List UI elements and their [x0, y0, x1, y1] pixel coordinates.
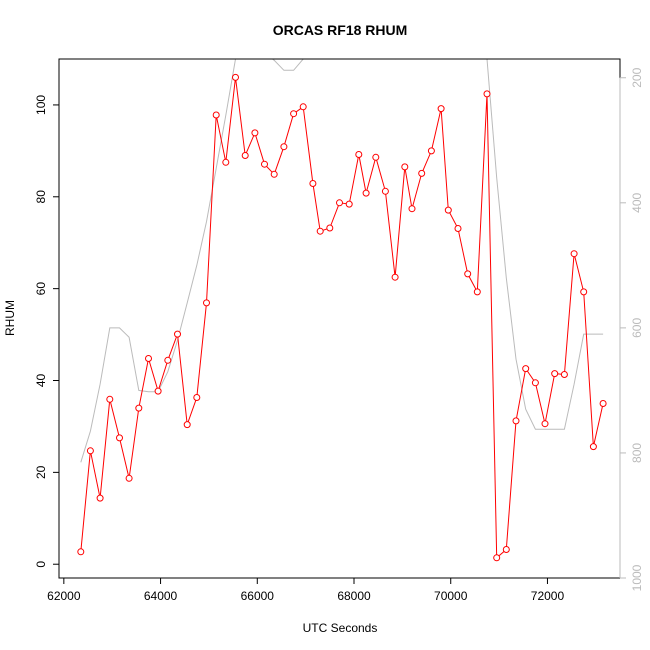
right-axis-series [80, 59, 604, 463]
rhum-point [174, 330, 181, 338]
y-axis: 0 20 40 60 80 100 [34, 95, 60, 568]
rhum-point [261, 160, 268, 168]
y-tick-label: 80 [34, 190, 48, 204]
rhum-point [86, 447, 94, 455]
rhum-point [418, 169, 426, 177]
x-axis-label: UTC Seconds [303, 621, 378, 635]
y-tick-label: 100 [34, 95, 48, 115]
y-tick-label: 60 [34, 282, 48, 296]
rhum-series [77, 73, 607, 562]
rhum-point [164, 356, 172, 364]
rhum-point [212, 111, 220, 119]
right-tick-label: 400 [630, 192, 644, 212]
rhum-point [125, 474, 133, 482]
rhum-point [444, 206, 452, 214]
rhum-point [427, 147, 435, 155]
rhum-point [599, 400, 607, 407]
chart-title: ORCAS RF18 RHUM [273, 22, 408, 38]
rhum-point [299, 103, 307, 111]
rhum-point [522, 365, 530, 373]
rhum-point [355, 151, 363, 158]
rhum-point [77, 548, 85, 556]
rhum-point [96, 494, 104, 502]
rhum-point [493, 554, 501, 562]
rhum-point [391, 273, 399, 281]
rhum-point [241, 152, 249, 159]
x-tick-label: 62000 [47, 589, 81, 603]
rhum-point [222, 158, 230, 166]
y-tick-label: 0 [34, 561, 48, 568]
rhum-point [362, 189, 370, 197]
rhum-point [464, 270, 472, 278]
y-tick-label: 40 [34, 374, 48, 388]
rhum-point [454, 225, 462, 232]
rhum-point [135, 404, 143, 412]
rhum-point [408, 205, 416, 213]
x-axis: 62000 64000 66000 68000 70000 72000 [47, 577, 565, 603]
x-tick-label: 66000 [241, 589, 275, 603]
rhum-point [336, 199, 343, 207]
rhum-point [145, 355, 152, 362]
rhum-point [381, 187, 389, 195]
rhum-point [203, 299, 210, 307]
right-tick-label: 800 [630, 443, 644, 463]
rhum-point [560, 371, 568, 378]
right-axis-series-line [80, 59, 604, 463]
x-tick-label: 68000 [337, 589, 371, 603]
rhum-point [232, 73, 239, 81]
rhum-point [251, 129, 259, 137]
rhum-point [316, 227, 324, 235]
rhum-point [551, 370, 559, 378]
rhum-point [483, 90, 491, 98]
y-tick-label: 20 [34, 465, 48, 479]
rhum-point [183, 421, 191, 429]
rhum-point [116, 434, 123, 442]
x-tick-label: 70000 [434, 589, 468, 603]
rhum-point [193, 394, 201, 401]
rhum-point [280, 143, 288, 151]
rhum-point [531, 379, 539, 387]
rhum-point [270, 170, 278, 178]
rhum-point [580, 288, 588, 296]
plot-frame [58, 58, 621, 579]
rhum-point [372, 153, 380, 161]
rhum-point [106, 395, 114, 403]
rhum-point [345, 200, 353, 208]
rhum-point [502, 546, 510, 553]
rhum-point [541, 420, 549, 428]
rhum-point [154, 387, 162, 395]
rhum-point [401, 163, 409, 171]
rhum-series-line [80, 77, 604, 559]
rhum-point [512, 417, 520, 425]
x-tick-label: 64000 [144, 589, 178, 603]
right-tick-label: 1000 [630, 564, 644, 591]
right-axis: 200 400 600 800 1000 [619, 67, 644, 591]
right-tick-label: 200 [630, 67, 644, 87]
rhum-point [589, 443, 597, 451]
rhum-point [570, 250, 578, 258]
x-tick-label: 72000 [531, 589, 565, 603]
rhum-point [473, 288, 481, 296]
rhum-point [437, 105, 445, 113]
rhum-point [326, 224, 334, 232]
rhum-point [290, 110, 298, 118]
rhum-point [309, 180, 317, 187]
right-tick-label: 600 [630, 318, 644, 338]
y-axis-label: RHUM [3, 300, 17, 336]
